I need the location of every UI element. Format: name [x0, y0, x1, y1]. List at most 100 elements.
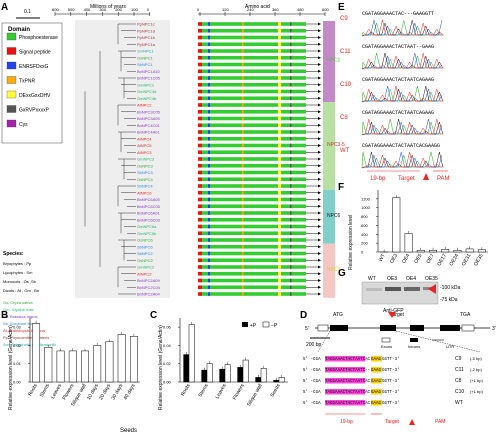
gxrv-mark — [290, 163, 292, 168]
signal-peptide-mark — [198, 265, 202, 269]
phosphoesterase-bar — [200, 96, 306, 101]
phosphoesterase-bar — [200, 258, 306, 263]
x-tick-label: Roots — [27, 383, 39, 398]
x-tick-label: Stems — [39, 383, 52, 399]
target-highlight — [325, 367, 365, 373]
amino-axis-ticks: 0 120 240 360 480 600 — [197, 7, 329, 16]
txpnr-mark — [242, 271, 244, 276]
gene-label: PpNPC1a — [137, 42, 156, 47]
y-tick-label: 600 — [361, 223, 368, 228]
signal-peptide-mark — [198, 285, 202, 290]
dexx-mark — [278, 103, 281, 107]
enrsfd-mark — [208, 285, 210, 290]
phosphoesterase-bar — [200, 130, 306, 134]
dexx-mark — [278, 157, 281, 161]
seq-note: (+1 bp) — [470, 389, 483, 394]
enrsfd-mark — [208, 150, 210, 155]
txpnr-mark — [242, 136, 244, 141]
txpnr-mark — [242, 177, 244, 182]
gene-label: OsNPC4 — [137, 177, 154, 182]
protein-end-icon — [318, 137, 321, 141]
phosphoesterase-bar — [200, 184, 306, 188]
gene-label: OsNPC2 — [137, 258, 154, 263]
gxrv-mark — [290, 42, 292, 47]
protein-end-icon — [318, 130, 321, 134]
domain-name-0: Phosphoesterase — [19, 35, 58, 41]
species-groups: Bryophytes : Pp Lycophytes : Sm Monocots :… — [3, 261, 39, 293]
protein-end-icon — [318, 164, 321, 168]
gene-label: SbNPC3 — [137, 170, 153, 175]
signal-peptide-mark — [198, 271, 202, 276]
y-tick-label: 0 — [361, 250, 364, 255]
blot-band-wt — [366, 288, 382, 291]
gxrv-mark — [290, 238, 292, 242]
chromatogram-trace — [361, 19, 442, 37]
dexx-mark — [278, 35, 281, 40]
enrsfd-mark — [208, 265, 210, 269]
legend-swatch-minusP — [262, 321, 270, 328]
gene-label: SbNPC2 — [137, 251, 153, 256]
txpnr-mark — [242, 89, 244, 94]
gxrv-mark — [290, 271, 292, 276]
domain-swatch-4 — [6, 90, 17, 99]
txpnr-mark — [242, 103, 244, 107]
gene-label: AtNPC6 — [137, 190, 152, 195]
signal-peptide-mark — [198, 109, 202, 114]
phosphoesterase-bar — [200, 69, 306, 74]
domain-legend: Phosphoesterase Signal peptide ENRSFDxxG Tx… — [6, 32, 58, 128]
gene-label: PpNPC1b — [137, 35, 156, 40]
species-6: Sm, Selaginella moellendorffii — [3, 342, 56, 347]
amino-tick-label: 120 — [222, 7, 229, 12]
txpnr-mark — [242, 238, 244, 242]
signal-peptide-mark — [198, 136, 202, 141]
enrsfd-mark — [208, 217, 210, 222]
gene-label: AtNPC3 — [137, 150, 152, 155]
txpnr-mark — [242, 116, 244, 121]
phosphoesterase-bar — [200, 224, 306, 229]
amino-tick-label: 0 — [197, 7, 200, 12]
gene-label: PpNPC1c — [137, 22, 155, 27]
panel-d-label: D — [300, 310, 307, 321]
dexx-mark — [278, 292, 281, 296]
gene-label: GmNPC1 — [137, 82, 155, 87]
x-tick-label: Seeds — [269, 383, 282, 399]
domain-swatch-6 — [6, 119, 17, 128]
txpnr-mark — [242, 22, 244, 26]
dexx-mark — [278, 82, 281, 87]
domain-swatch-1 — [6, 47, 17, 55]
gxrv-mark — [290, 190, 292, 195]
chrom-seq: CGATAGGAAACTAC---GAAGGTT — [362, 11, 434, 17]
seq-suffix: GGTT-3' — [382, 357, 400, 362]
protein-end-icon — [318, 110, 321, 114]
gxrv-mark — [290, 143, 292, 148]
chromatogram-trace — [361, 118, 443, 136]
gxrv-mark — [290, 217, 292, 222]
chromatogram-trace — [361, 85, 443, 103]
dexx-mark — [278, 224, 281, 229]
blot-band-oe3 — [385, 287, 401, 291]
target-highlight — [325, 389, 365, 395]
time-tick-label: 300 — [99, 7, 106, 12]
x-tick-label: OE3 — [389, 253, 399, 265]
phosphoesterase-bar — [200, 62, 306, 67]
gene-label: SbNPC6 — [137, 244, 153, 249]
seq-pam: GAAG — [371, 380, 382, 384]
domain-name-5: GxRVPxxxxP — [19, 108, 50, 114]
dexx-mark — [278, 76, 281, 80]
gene-label: BnNPC2C04 — [137, 285, 161, 290]
txpnr-mark — [242, 278, 244, 283]
gene-label: PpNPC1d — [137, 28, 155, 33]
blot-lane-labels: WT OE3 OE4 OE35 — [368, 276, 438, 282]
txpnr-mark — [242, 190, 244, 195]
pam-highlight — [371, 389, 382, 395]
seq-mid: AC — [365, 402, 371, 406]
chromatogram-trace — [361, 52, 444, 70]
panel-e-label: E — [338, 2, 345, 13]
band-arrow-icon — [428, 284, 436, 294]
gene-label: BnNPC4A01 — [137, 130, 160, 135]
seq-id: C9 — [455, 356, 462, 362]
scale-bar-label: 0.1 — [24, 9, 31, 15]
gxrv-mark — [290, 55, 292, 60]
